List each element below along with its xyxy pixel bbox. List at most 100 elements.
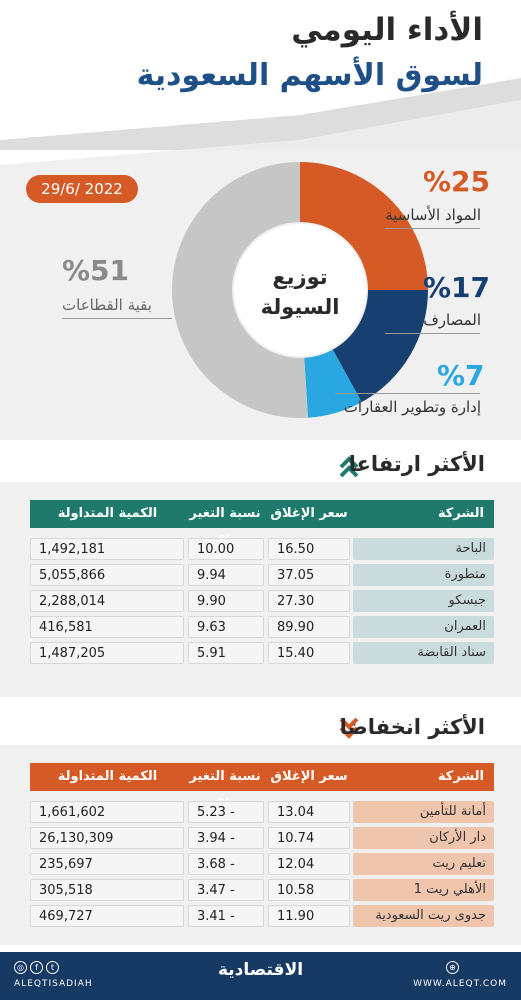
legend-label-other-sectors: بقية القطاعات (62, 296, 152, 314)
table-row: 2,288,014 9.90 27.30 جبسكو (30, 590, 494, 612)
col-company: الشركة (437, 506, 484, 521)
gainers-table: الشركة سعر الإغلاق نسبة التغير % الكمية … (30, 500, 494, 670)
closing-price: 27.30 (268, 590, 350, 612)
col-change: نسبة التغير % (189, 506, 261, 549)
closing-price: 12.04 (268, 853, 350, 875)
social-handle[interactable]: ALEQTISADIAH (14, 979, 93, 989)
col-close: سعر الإغلاق (270, 769, 348, 784)
closing-price: 10.58 (268, 879, 350, 901)
globe-icon: ⊕ (446, 961, 459, 974)
col-close: سعر الإغلاق (270, 506, 348, 521)
header-background (0, 0, 521, 165)
traded-volume: 2,288,014 (30, 590, 184, 612)
losers-title: الأكثر انخفاضا (339, 715, 485, 739)
footer: ◎ f t ALEQTISADIAH الاقتصادية ⊕ WWW.ALEQ… (0, 952, 521, 1000)
closing-price: 37.05 (268, 564, 350, 586)
table-row: 469,727 3.41 -11.90 جدوى ريت السعودية (30, 905, 494, 927)
traded-volume: 305,518 (30, 879, 184, 901)
legend-label-real-estate: إدارة وتطوير العقارات (343, 398, 481, 416)
traded-volume: 1,487,205 (30, 642, 184, 664)
donut-center-title: توزيع (272, 265, 327, 289)
change-percent: 3.47 - (188, 879, 264, 901)
traded-volume: 26,130,309 (30, 827, 184, 849)
traded-volume: 1,661,602 (30, 801, 184, 823)
closing-price: 10.74 (268, 827, 350, 849)
company-name: تعليم ريت (353, 853, 494, 875)
page-subtitle: لسوق الأسهم السعودية (136, 58, 483, 93)
facebook-icon[interactable]: f (30, 961, 43, 974)
header: الأداء اليومي لسوق الأسهم السعودية (0, 0, 521, 165)
donut-slice-2 (304, 349, 362, 418)
col-company: الشركة (437, 769, 484, 784)
company-name: أمانة للتأمين (353, 801, 494, 823)
traded-volume: 416,581 (30, 616, 184, 638)
page-title: الأداء اليومي (291, 12, 483, 48)
table-row: 5,055,866 9.94 37.05 متطورة (30, 564, 494, 586)
company-name: جدوى ريت السعودية (353, 905, 494, 927)
company-name: متطورة (353, 564, 494, 586)
legend-pct-other-sectors: %51 (62, 254, 130, 287)
gainers-table-header: الشركة سعر الإغلاق نسبة التغير % الكمية … (30, 500, 494, 549)
closing-price: 16.50 (268, 538, 350, 560)
legend-label-basic-materials: المواد الأساسية (385, 206, 481, 224)
closing-price: 89.90 (268, 616, 350, 638)
website-link[interactable]: WWW.ALEQT.COM (413, 979, 507, 989)
spacer (0, 440, 521, 454)
change-percent: 9.90 (188, 590, 264, 612)
legend-pct-banks: %17 (423, 271, 491, 304)
table-row: 416,581 9.63 89.90 العمران (30, 616, 494, 638)
change-percent: 10.00 (188, 538, 264, 560)
leader-line (385, 333, 480, 334)
traded-volume: 1,492,181 (30, 538, 184, 560)
leader-line (62, 318, 172, 319)
change-percent: 3.94 - (188, 827, 264, 849)
donut-slice-3 (172, 162, 309, 418)
legend-label-banks: المصارف (423, 311, 481, 329)
donut-slice-0 (300, 162, 428, 290)
brand-logo: الاقتصادية (217, 960, 304, 980)
leader-line (335, 393, 480, 394)
closing-price: 15.40 (268, 642, 350, 664)
table-row: 235,697 3.68 -12.04 تعليم ريت (30, 853, 494, 875)
company-name: الأهلي ريت 1 (353, 879, 494, 901)
table-row: 1,492,181 10.00 16.50 الباحة (30, 538, 494, 560)
donut-center-subtitle: السيولة (261, 295, 340, 319)
losers-table-header: الشركة سعر الإغلاق نسبة التغير % الكمية … (30, 763, 494, 812)
traded-volume: 5,055,866 (30, 564, 184, 586)
instagram-icon[interactable]: ◎ (14, 961, 27, 974)
down-arrows-icon (339, 717, 359, 739)
change-percent: 9.63 (188, 616, 264, 638)
change-percent: 3.68 - (188, 853, 264, 875)
donut-hole (234, 224, 366, 356)
table-row: 1,487,205 5.91 15.40 سناد القابضة (30, 642, 494, 664)
company-name: العمران (353, 616, 494, 638)
traded-volume: 235,697 (30, 853, 184, 875)
donut-panel-top (0, 150, 521, 165)
company-name: الباحة (353, 538, 494, 560)
table-row: 1,661,602 5.23 -13.04 أمانة للتأمين (30, 801, 494, 823)
col-volume: الكمية المتداولة (57, 506, 158, 521)
traded-volume: 469,727 (30, 905, 184, 927)
change-percent: 9.94 (188, 564, 264, 586)
col-change: نسبة التغير % (189, 769, 261, 812)
leader-line (385, 228, 480, 229)
company-name: جبسكو (353, 590, 494, 612)
legend-pct-basic-materials: %25 (423, 165, 491, 198)
change-percent: 5.23 - (188, 801, 264, 823)
date-badge: 29/6/ 2022 (26, 175, 138, 203)
table-row: 305,518 3.47 -10.58 الأهلي ريت 1 (30, 879, 494, 901)
col-volume: الكمية المتداولة (57, 769, 158, 784)
closing-price: 11.90 (268, 905, 350, 927)
losers-table: الشركة سعر الإغلاق نسبة التغير % الكمية … (30, 763, 494, 933)
company-name: سناد القابضة (353, 642, 494, 664)
closing-price: 13.04 (268, 801, 350, 823)
table-row: 26,130,309 3.94 -10.74 دار الأركان (30, 827, 494, 849)
donut-slice-1 (332, 290, 428, 403)
twitter-icon[interactable]: t (46, 961, 59, 974)
gainers-title: الأكثر ارتفاعا (348, 452, 485, 476)
up-arrows-icon (339, 456, 359, 478)
legend-pct-real-estate: %7 (437, 359, 485, 392)
change-percent: 5.91 (188, 642, 264, 664)
company-name: دار الأركان (353, 827, 494, 849)
liquidity-donut-chart: توزيع السيولة (172, 162, 428, 418)
